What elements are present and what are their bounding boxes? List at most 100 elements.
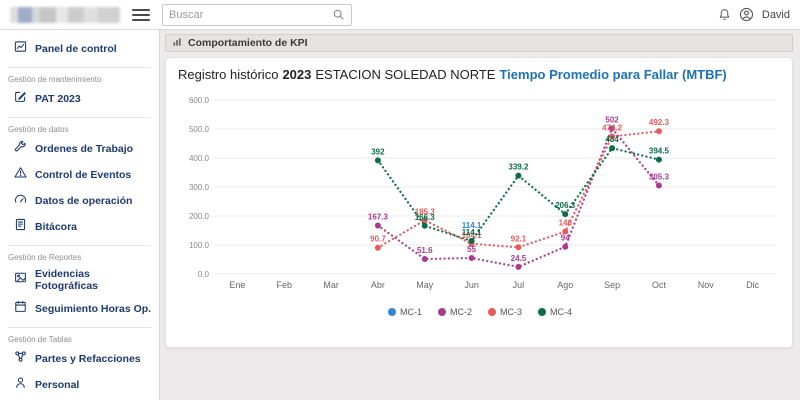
kpi-card: Registro histórico 2023 ESTACION SOLEDAD… bbox=[165, 57, 793, 348]
svg-text:434: 434 bbox=[605, 135, 619, 144]
svg-text:Abr: Abr bbox=[371, 280, 385, 290]
topbar: David bbox=[0, 0, 800, 30]
sidebar-nav: Panel de control Gestión de mantenimiento… bbox=[0, 30, 160, 400]
svg-text:400.0: 400.0 bbox=[189, 154, 210, 163]
svg-text:94: 94 bbox=[561, 234, 570, 243]
sidebar-item-ordenes-de-trabajo[interactable]: Ordenes de Trabajo bbox=[0, 136, 159, 162]
svg-text:Mar: Mar bbox=[323, 280, 339, 290]
search-box[interactable] bbox=[162, 3, 352, 26]
bar-chart-icon bbox=[172, 36, 183, 50]
sidebar-section-header: Gestión de Tablas bbox=[8, 335, 72, 344]
svg-text:300.0: 300.0 bbox=[189, 183, 210, 192]
sidebar-item-label: Evidencias Fotográficas bbox=[35, 268, 99, 292]
svg-text:146: 146 bbox=[559, 219, 573, 228]
svg-text:Ene: Ene bbox=[229, 280, 245, 290]
search-input[interactable] bbox=[169, 8, 332, 21]
legend-dot bbox=[438, 308, 446, 316]
notifications-bell-icon[interactable] bbox=[718, 8, 731, 21]
svg-text:492.3: 492.3 bbox=[649, 118, 670, 127]
hamburger-menu-icon[interactable] bbox=[132, 8, 150, 21]
sidebar-item-label: Partes y Refacciones bbox=[35, 353, 141, 365]
person-icon bbox=[14, 376, 27, 394]
warning-triangle-icon bbox=[14, 166, 27, 184]
svg-text:500.0: 500.0 bbox=[189, 125, 210, 134]
title-prefix: Registro histórico bbox=[178, 67, 279, 82]
svg-text:206.3: 206.3 bbox=[555, 201, 576, 210]
svg-text:55: 55 bbox=[467, 245, 476, 254]
svg-text:Dic: Dic bbox=[746, 280, 759, 290]
sidebar-item-personal[interactable]: Personal bbox=[0, 372, 159, 398]
sidebar-item-control-de-eventos[interactable]: Control de Eventos bbox=[0, 162, 159, 188]
user-name[interactable]: David bbox=[761, 8, 790, 21]
calendar-icon bbox=[14, 300, 27, 318]
title-kpi: Tiempo Promedio para Fallar (MTBF) bbox=[499, 67, 727, 82]
svg-text:114.1: 114.1 bbox=[462, 221, 482, 230]
svg-text:167.3: 167.3 bbox=[368, 212, 389, 221]
sidebar-item-datos-de-operaci-n[interactable]: Datos de operación bbox=[0, 188, 159, 214]
search-icon[interactable] bbox=[332, 8, 345, 21]
legend-item-mc-3[interactable]: MC-3 bbox=[488, 307, 522, 317]
gauge-icon bbox=[14, 192, 27, 210]
legend-item-mc-2[interactable]: MC-2 bbox=[438, 307, 472, 317]
journal-icon bbox=[14, 218, 27, 236]
svg-text:394.5: 394.5 bbox=[649, 147, 670, 156]
sidebar-item-bit-cora[interactable]: Bitácora bbox=[0, 214, 159, 240]
title-station: ESTACION SOLEDAD NORTE bbox=[315, 67, 496, 82]
photo-icon bbox=[14, 271, 27, 289]
svg-text:Nov: Nov bbox=[698, 280, 715, 290]
legend-dot bbox=[538, 308, 546, 316]
sidebar-section-header: Gestión de Reportes bbox=[8, 253, 82, 262]
nodes-icon bbox=[14, 350, 27, 368]
sidebar-item-panel-de-control[interactable]: Panel de control bbox=[0, 36, 159, 62]
sidebar-item-label: Personal bbox=[35, 379, 80, 391]
svg-text:200.0: 200.0 bbox=[189, 212, 210, 221]
svg-text:51.6: 51.6 bbox=[417, 246, 433, 255]
svg-text:305.3: 305.3 bbox=[649, 172, 670, 181]
svg-text:Oct: Oct bbox=[652, 280, 667, 290]
chart-title: Registro histórico 2023 ESTACION SOLEDAD… bbox=[176, 65, 782, 88]
svg-text:Jun: Jun bbox=[464, 280, 479, 290]
svg-text:600.0: 600.0 bbox=[189, 96, 210, 105]
svg-text:92.1: 92.1 bbox=[511, 234, 527, 243]
sidebar-item-label: Seguimiento Horas Op. bbox=[35, 303, 152, 315]
svg-text:Jul: Jul bbox=[513, 280, 525, 290]
title-year: 2023 bbox=[282, 67, 312, 82]
svg-text:Ago: Ago bbox=[557, 280, 573, 290]
sidebar-section-header: Gestión de datos bbox=[8, 125, 69, 134]
sidebar-item-label: Control de Eventos bbox=[35, 169, 132, 181]
kpi-line-chart: 0.0 100.0 200.0 300.0 400.0 500.0 600.0 Ene Feb M… bbox=[189, 96, 776, 290]
sidebar-item-pat-2023[interactable]: PAT 2023 bbox=[0, 86, 159, 112]
svg-text:339.2: 339.2 bbox=[508, 163, 529, 172]
legend-label: MC-3 bbox=[500, 307, 522, 317]
sidebar-item-label: Ordenes de Trabajo bbox=[35, 143, 134, 155]
sidebar-item-seguimiento-horas-op[interactable]: Seguimiento Horas Op. bbox=[0, 296, 159, 322]
svg-text:Sep: Sep bbox=[604, 280, 620, 290]
sidebar-item-evidencias-fotogr-ficas[interactable]: Evidencias Fotográficas bbox=[0, 264, 159, 296]
sidebar-divider bbox=[8, 117, 151, 118]
sidebar-item-label: Datos de operación bbox=[35, 195, 133, 207]
svg-text:502: 502 bbox=[605, 115, 619, 124]
sidebar-item-partes-y-refacciones[interactable]: Partes y Refacciones bbox=[0, 346, 159, 372]
sidebar-item-label: Bitácora bbox=[35, 221, 78, 233]
wrench-icon bbox=[14, 140, 27, 158]
chart-area: 0.0 100.0 200.0 300.0 400.0 500.0 600.0 Ene Feb M… bbox=[176, 88, 782, 317]
panel-header-title: Comportamiento de KPI bbox=[188, 37, 308, 49]
legend-item-mc-1[interactable]: MC-1 bbox=[388, 307, 422, 317]
user-avatar-icon[interactable] bbox=[739, 7, 754, 22]
svg-text:24.5: 24.5 bbox=[511, 254, 527, 263]
app-logo bbox=[10, 6, 120, 23]
sidebar-item-label: Panel de control bbox=[35, 43, 117, 55]
chart-line-icon bbox=[14, 40, 27, 58]
main-content: Comportamiento de KPI Registro histórico… bbox=[160, 30, 800, 400]
legend-label: MC-2 bbox=[450, 307, 472, 317]
chart-legend: MC-1 MC-2 MC-3 MC-4 bbox=[178, 307, 782, 317]
legend-label: MC-1 bbox=[400, 307, 422, 317]
svg-text:114.1: 114.1 bbox=[462, 228, 482, 237]
svg-text:185.3: 185.3 bbox=[415, 207, 436, 216]
svg-text:104.1: 104.1 bbox=[462, 231, 483, 240]
legend-item-mc-4[interactable]: MC-4 bbox=[538, 307, 572, 317]
svg-text:May: May bbox=[416, 280, 434, 290]
svg-text:166.3: 166.3 bbox=[415, 213, 436, 222]
sidebar-item-label: PAT 2023 bbox=[35, 93, 81, 105]
svg-text:0.0: 0.0 bbox=[198, 270, 210, 279]
